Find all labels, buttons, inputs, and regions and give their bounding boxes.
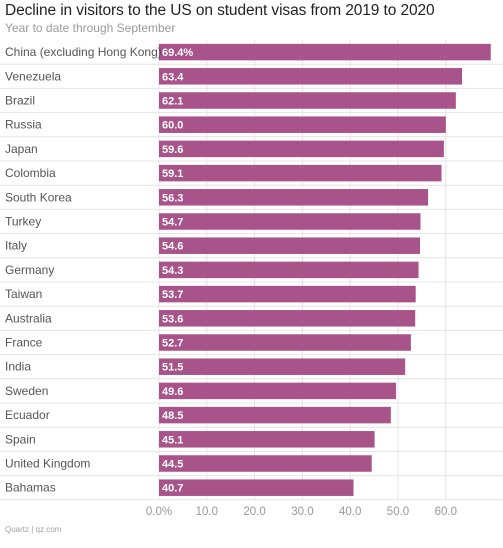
category-label: Brazil <box>5 94 35 108</box>
data-label: 62.1 <box>162 96 183 108</box>
bar <box>159 43 491 61</box>
category-label: Russia <box>5 118 42 132</box>
x-tick-label: 0.0% <box>146 506 172 518</box>
data-label: 63.4 <box>162 71 184 83</box>
category-label: United Kingdom <box>5 457 90 471</box>
category-label: China (excluding Hong Kong) <box>5 45 162 59</box>
x-tick-label: 30.0 <box>291 506 313 518</box>
bar <box>159 68 463 85</box>
x-tick-label: 20.0 <box>243 506 265 518</box>
data-label: 51.5 <box>162 362 183 374</box>
category-label: India <box>5 360 31 374</box>
category-label: Venezuela <box>5 69 61 83</box>
category-label: Bahamas <box>5 481 56 495</box>
chart-title: Decline in visitors to the US on student… <box>5 2 435 19</box>
source-credit: Quartz | qz.com <box>5 525 62 534</box>
bar <box>159 116 446 133</box>
data-label: 59.6 <box>162 144 183 156</box>
data-label: 45.1 <box>162 434 183 446</box>
data-label: 60.0 <box>162 120 183 132</box>
bar <box>159 261 419 279</box>
category-label: Turkey <box>5 215 41 229</box>
data-label: 53.7 <box>162 289 183 301</box>
bar <box>159 406 391 424</box>
category-label: Japan <box>5 142 38 156</box>
bar <box>159 310 416 327</box>
data-label: 44.5 <box>162 459 183 471</box>
category-label: Germany <box>5 263 54 277</box>
data-label: 56.3 <box>162 192 183 204</box>
data-label: 54.3 <box>162 265 183 277</box>
category-label: Australia <box>5 311 52 325</box>
category-label: Sweden <box>5 384 48 398</box>
chart-subtitle: Year to date through September <box>5 21 176 35</box>
category-label: South Korea <box>5 190 72 204</box>
data-label: 59.1 <box>162 168 183 180</box>
bar <box>159 358 406 375</box>
bar <box>159 189 429 206</box>
data-label: 40.7 <box>162 483 183 495</box>
data-label: 54.6 <box>162 241 183 253</box>
data-label: 48.5 <box>162 410 183 422</box>
category-label: Ecuador <box>5 408 50 422</box>
category-label: France <box>5 336 43 350</box>
x-tick-label: 60.0 <box>435 506 457 518</box>
data-label: 54.7 <box>162 217 183 229</box>
category-label: Italy <box>5 239 27 253</box>
data-label: 69.4% <box>162 47 193 59</box>
bar <box>159 431 375 448</box>
bar <box>159 164 442 182</box>
category-label: Spain <box>5 432 36 446</box>
data-label: 53.6 <box>162 313 183 325</box>
x-tick-label: 40.0 <box>339 506 361 518</box>
bar <box>159 92 456 109</box>
bar <box>159 140 444 158</box>
bar <box>159 334 411 351</box>
x-tick-label: 10.0 <box>196 506 218 518</box>
bar <box>159 455 372 472</box>
data-label: 52.7 <box>162 338 183 350</box>
bar <box>159 479 354 496</box>
x-tick-label: 50.0 <box>387 506 409 518</box>
bar <box>159 285 416 303</box>
data-label: 49.6 <box>162 386 183 398</box>
bar <box>159 382 397 400</box>
category-label: Colombia <box>5 166 56 180</box>
category-label: Taiwan <box>5 287 42 301</box>
bar <box>159 213 421 230</box>
bar <box>159 237 420 254</box>
